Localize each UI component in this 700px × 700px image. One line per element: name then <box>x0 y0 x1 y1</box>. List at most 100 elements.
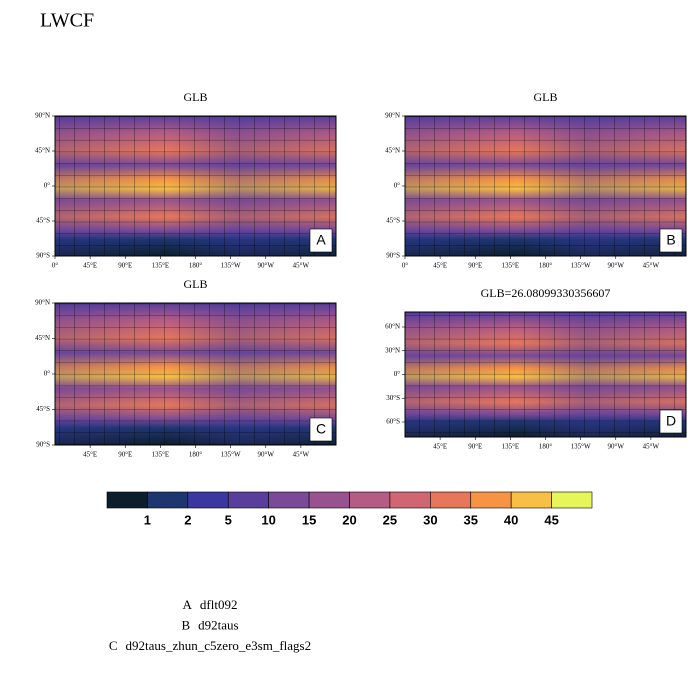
figure-title: LWCF <box>40 10 94 32</box>
x-tick-label: 135°E <box>152 451 170 459</box>
x-tick-label: 45°E <box>83 451 97 459</box>
panel-title: GLB=26.08099330356607 <box>481 286 611 300</box>
panel-label-box <box>659 228 683 253</box>
map-grid <box>55 303 336 445</box>
colorbar-box <box>308 491 350 509</box>
x-tick-label: 135°W <box>571 443 591 451</box>
colorbar-box <box>510 491 552 509</box>
y-tick-label: 90°N <box>385 112 400 120</box>
colorbar-box <box>389 491 431 509</box>
x-tick-label: 90°E <box>468 443 482 451</box>
panel-title: GLB <box>184 277 208 291</box>
x-tick-label: 90°W <box>258 262 275 270</box>
colorbar-box <box>551 491 593 509</box>
x-tick-label: 90°E <box>118 262 132 270</box>
panel-label: B <box>666 232 675 248</box>
colorbar-label: 10 <box>261 512 275 527</box>
y-tick-label: 45°S <box>36 217 50 225</box>
y-tick-label: 60°N <box>385 323 400 331</box>
x-tick-label: 180° <box>189 262 203 270</box>
panel-label: D <box>666 413 676 429</box>
legend-key: B <box>181 617 190 632</box>
y-tick-label: 60°S <box>386 418 400 426</box>
x-tick-label: 135°E <box>502 262 520 270</box>
x-tick-label: 135°W <box>221 262 241 270</box>
x-tick-label: 180° <box>539 443 553 451</box>
x-tick-label: 45°W <box>293 262 310 270</box>
panel-label-box <box>309 417 333 442</box>
legend-text: d92taus_zhun_c5zero_e3sm_flags2 <box>126 638 312 653</box>
y-tick-label: 45°S <box>386 217 400 225</box>
y-tick-label: 90°N <box>35 112 50 120</box>
x-tick-label: 90°E <box>468 262 482 270</box>
colorbar-label: 30 <box>423 512 437 527</box>
legend-text: dflt092 <box>200 597 238 612</box>
x-tick-label: 135°E <box>152 262 170 270</box>
colorbar-label: 15 <box>302 512 316 527</box>
colorbar-box <box>227 491 269 509</box>
colorbar-label: 35 <box>464 512 478 527</box>
legend-text: d92taus <box>198 617 238 632</box>
x-tick-label: 135°E <box>502 443 520 451</box>
y-tick-label: 0° <box>44 182 51 190</box>
colorbar-box <box>430 491 472 509</box>
panel-title: GLB <box>184 90 208 104</box>
colorbar-box <box>268 491 310 509</box>
colorbar-box <box>470 491 512 509</box>
colorbar-label: 1 <box>144 512 151 527</box>
colorbar-label: 40 <box>504 512 518 527</box>
map-grid <box>405 116 686 256</box>
y-tick-label: 45°N <box>35 334 50 342</box>
colorbar-box <box>187 491 229 509</box>
map-grid <box>405 312 686 437</box>
map-grid <box>55 116 336 256</box>
colorbar-label: 25 <box>383 512 397 527</box>
y-tick-label: 90°S <box>36 441 50 449</box>
y-tick-label: 90°S <box>386 252 400 260</box>
x-tick-label: 45°E <box>433 262 447 270</box>
y-tick-label: 45°N <box>35 147 50 155</box>
legend-key: C <box>109 638 118 653</box>
panel-label: C <box>316 421 326 437</box>
x-tick-label: 135°W <box>221 451 241 459</box>
x-tick-label: 135°W <box>571 262 591 270</box>
panel-title: GLB <box>534 90 558 104</box>
x-tick-label: 90°W <box>608 443 625 451</box>
colorbar-label: 45 <box>544 512 558 527</box>
y-tick-label: 30°S <box>386 394 400 402</box>
y-tick-label: 0° <box>44 370 51 378</box>
colorbar-box <box>349 491 391 509</box>
panel-label-box <box>659 409 683 434</box>
x-tick-label: 90°W <box>258 451 275 459</box>
x-tick-label: 0° <box>52 262 59 270</box>
x-tick-label: 90°W <box>608 262 625 270</box>
y-tick-label: 0° <box>394 370 401 378</box>
y-tick-label: 90°N <box>35 299 50 307</box>
colorbar-label: 20 <box>342 512 356 527</box>
colorbar-label: 2 <box>184 512 191 527</box>
x-tick-label: 0° <box>402 262 409 270</box>
x-tick-label: 45°W <box>643 262 660 270</box>
x-tick-label: 180° <box>539 262 553 270</box>
y-tick-label: 45°N <box>385 147 400 155</box>
colorbar-box <box>147 491 189 509</box>
y-tick-label: 0° <box>394 182 401 190</box>
y-tick-label: 30°N <box>385 346 400 354</box>
panel-label-box <box>309 228 333 253</box>
panel-label: A <box>316 232 326 248</box>
x-tick-label: 90°E <box>118 451 132 459</box>
y-tick-label: 90°S <box>36 252 50 260</box>
x-tick-label: 45°W <box>643 443 660 451</box>
legend-key: A <box>183 597 193 612</box>
x-tick-label: 45°E <box>83 262 97 270</box>
x-tick-label: 45°W <box>293 451 310 459</box>
colorbar-box <box>106 491 148 509</box>
x-tick-label: 180° <box>189 451 203 459</box>
colorbar-label: 5 <box>225 512 232 527</box>
x-tick-label: 45°E <box>433 443 447 451</box>
